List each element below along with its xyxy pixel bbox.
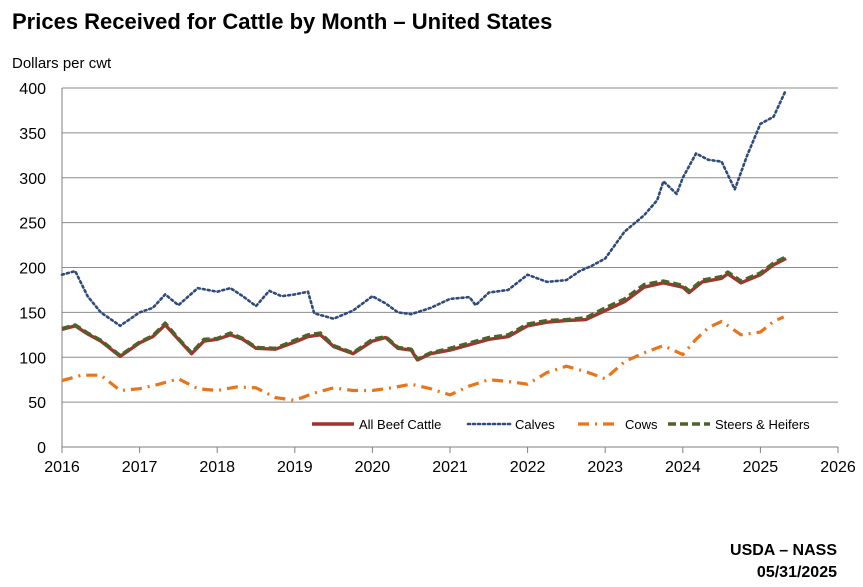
y-tick-label: 150 (19, 305, 46, 322)
footer-date: 05/31/2025 (756, 564, 837, 581)
y-tick-label: 200 (19, 261, 46, 278)
legend-label: All Beef Cattle (359, 417, 441, 432)
series-line-steers-heifers (61, 255, 787, 361)
chart-title: Prices Received for Cattle by Month – Un… (12, 9, 553, 34)
series-line-cows (61, 315, 785, 402)
axes: 0 50 100 150 200 250 300 350 400 2016 2017 2018 2019… (19, 81, 856, 476)
x-tick-label: 2022 (510, 459, 546, 476)
x-tick-label: 2025 (743, 459, 779, 476)
x-tick-label: 2023 (587, 459, 623, 476)
x-tick-label: 2024 (665, 459, 701, 476)
x-tick-label: 2018 (199, 459, 235, 476)
y-tick-label: 100 (19, 350, 46, 367)
x-tick-label: 2020 (355, 459, 391, 476)
y-tick-label: 50 (28, 395, 46, 412)
x-tick-label: 2026 (820, 459, 856, 476)
footer-agency: USDA – NASS (730, 542, 837, 559)
series-lines (60, 88, 788, 402)
gridlines (62, 87, 838, 403)
y-tick-label: 350 (19, 126, 46, 143)
y-tick-label: 300 (19, 171, 46, 188)
y-tick-label: 250 (19, 216, 46, 233)
series-line-calves (60, 88, 788, 328)
legend-label: Calves (515, 417, 555, 432)
legend-label: Cows (625, 417, 658, 432)
y-tick-label: 400 (19, 81, 46, 98)
y-tick-label: 0 (37, 440, 46, 457)
legend: All Beef Cattle Calves Cows Steers & Heifer… (312, 417, 810, 432)
y-axis-label: Dollars per cwt (12, 55, 112, 72)
x-tick-label: 2017 (122, 459, 158, 476)
x-tick-label: 2021 (432, 459, 468, 476)
legend-label: Steers & Heifers (715, 417, 810, 432)
x-tick-label: 2016 (44, 459, 80, 476)
x-tick-label: 2019 (277, 459, 313, 476)
